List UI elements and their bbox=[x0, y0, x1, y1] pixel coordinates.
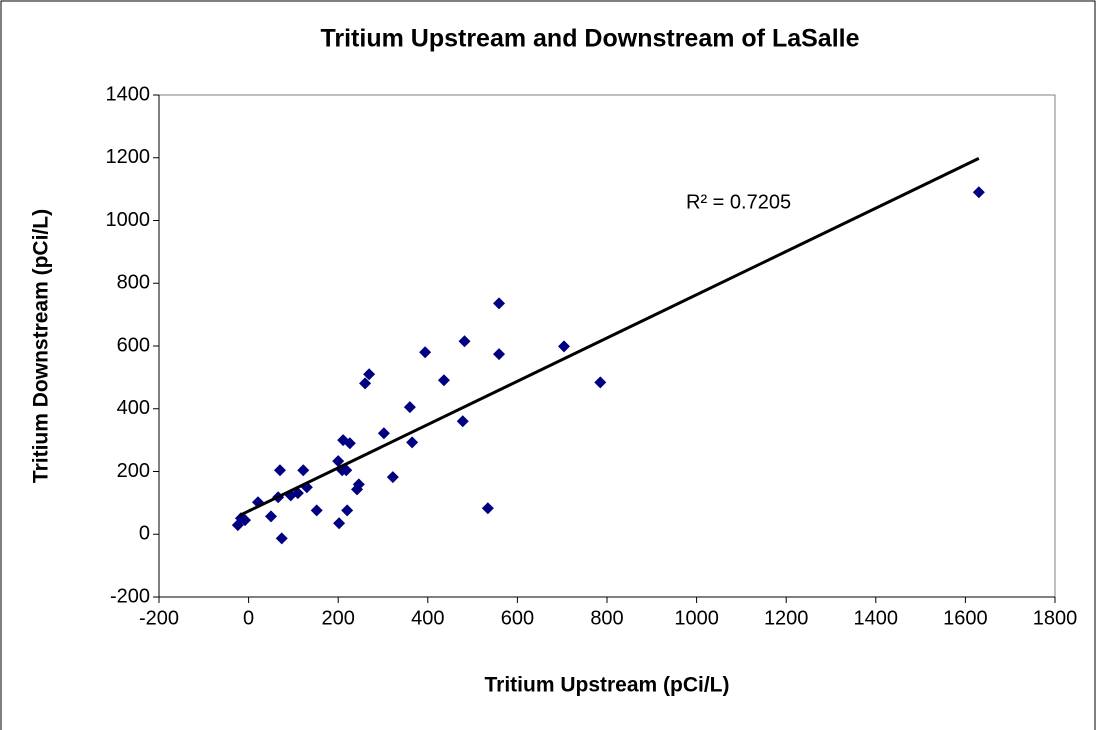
point bbox=[493, 297, 506, 310]
point bbox=[275, 532, 288, 545]
point bbox=[341, 504, 354, 517]
point bbox=[557, 340, 570, 353]
y-tick-label: 400 bbox=[117, 397, 150, 419]
point bbox=[406, 436, 419, 449]
y-tick-label: 600 bbox=[117, 334, 150, 356]
y-tick-label: 800 bbox=[117, 272, 150, 294]
x-tick-label: 1200 bbox=[764, 607, 809, 629]
x-tick-label: 800 bbox=[590, 607, 623, 629]
point bbox=[386, 471, 399, 484]
point bbox=[273, 464, 286, 477]
point bbox=[594, 376, 607, 389]
point bbox=[340, 464, 353, 477]
annotation: R² = 0.7205 bbox=[686, 191, 791, 213]
point bbox=[403, 401, 416, 414]
point bbox=[419, 346, 432, 359]
point bbox=[972, 186, 985, 199]
point bbox=[377, 427, 390, 440]
point bbox=[310, 504, 323, 517]
x-axis-title: Tritium Upstream (pCi/L) bbox=[484, 674, 729, 697]
point bbox=[458, 335, 471, 348]
x-tick-label: -200 bbox=[139, 607, 179, 629]
y-tick-label: 200 bbox=[117, 460, 150, 482]
point bbox=[297, 464, 310, 477]
point bbox=[359, 377, 372, 390]
x-tick-label: 600 bbox=[501, 607, 534, 629]
y-tick-label: 1200 bbox=[106, 146, 151, 168]
y-tick-label: 0 bbox=[139, 523, 150, 545]
x-tick-label: 1800 bbox=[1033, 607, 1078, 629]
x-tick-label: 0 bbox=[243, 607, 254, 629]
y-tick-label: -200 bbox=[110, 585, 150, 607]
y-axis-title: Tritium Downstream (pCi/L) bbox=[30, 209, 53, 483]
chart-title: Tritium Upstream and Downstream of LaSal… bbox=[320, 25, 859, 53]
point bbox=[343, 437, 356, 450]
x-tick-label: 400 bbox=[411, 607, 444, 629]
point bbox=[333, 517, 346, 530]
point bbox=[332, 455, 345, 468]
point bbox=[493, 348, 506, 361]
x-tick-label: 200 bbox=[322, 607, 355, 629]
plot-area bbox=[158, 94, 1056, 598]
y-tick-label: 1000 bbox=[106, 209, 151, 231]
point bbox=[437, 374, 450, 387]
point bbox=[363, 368, 376, 381]
point bbox=[352, 478, 365, 491]
point bbox=[481, 502, 494, 515]
point bbox=[265, 510, 277, 523]
x-tick-label: 1600 bbox=[943, 607, 988, 629]
x-tick-label: 1400 bbox=[854, 607, 899, 629]
point bbox=[239, 514, 252, 527]
x-tick-label: 1000 bbox=[674, 607, 719, 629]
trend-line bbox=[238, 157, 980, 517]
point bbox=[456, 415, 469, 428]
y-tick-label: 1400 bbox=[106, 83, 151, 105]
